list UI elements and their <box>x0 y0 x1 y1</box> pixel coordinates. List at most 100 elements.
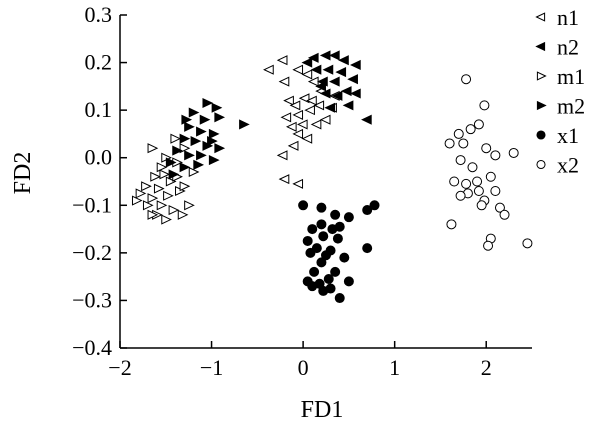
legend-item-n2: n2 <box>535 35 579 60</box>
point-x1 <box>316 202 327 213</box>
point-n1 <box>276 150 288 161</box>
point-x1 <box>302 235 313 246</box>
legend-item-m2: m2 <box>536 94 585 119</box>
y-tick-label: −0.2 <box>72 240 112 265</box>
y-tick-label: 0.0 <box>85 145 113 170</box>
point-x2 <box>473 119 484 130</box>
x-axis-label: FD1 <box>301 397 344 423</box>
point-m1 <box>147 193 159 204</box>
point-m2 <box>165 157 177 168</box>
point-x2 <box>490 186 501 197</box>
y-tick-label: −0.4 <box>72 335 112 360</box>
point-x2 <box>473 186 484 197</box>
point-n1 <box>278 76 290 87</box>
point-m1 <box>156 162 168 173</box>
point-x1 <box>362 243 373 254</box>
point-n1 <box>292 178 304 189</box>
point-m1 <box>188 166 200 178</box>
legend-label-n2: n2 <box>557 35 579 60</box>
point-n2 <box>315 81 326 92</box>
point-n1 <box>287 140 299 151</box>
point-m2 <box>208 128 220 139</box>
point-n2 <box>361 114 372 125</box>
series-n2 <box>301 50 372 125</box>
point-n2 <box>350 59 361 70</box>
point-m1 <box>156 200 168 211</box>
point-x2 <box>499 209 510 220</box>
legend-item-x1: x1 <box>536 123 579 148</box>
point-n1 <box>296 119 308 130</box>
point-m2 <box>193 159 204 170</box>
legend-marker-x2 <box>536 159 546 170</box>
legend-label-x1: x1 <box>557 123 579 148</box>
point-x2 <box>494 202 505 213</box>
point-n1 <box>276 55 288 66</box>
point-x2 <box>444 138 455 149</box>
point-m2 <box>207 136 218 147</box>
point-x2 <box>465 124 476 135</box>
point-m1 <box>159 169 171 180</box>
point-m1 <box>147 209 159 220</box>
x-tick-label: 0 <box>298 355 309 380</box>
point-x2 <box>483 240 494 251</box>
point-x2 <box>522 238 533 249</box>
point-n2 <box>331 90 343 101</box>
point-x1 <box>334 293 345 304</box>
point-m2 <box>208 155 220 166</box>
point-m1 <box>168 205 180 216</box>
legend-marker-x1 <box>536 130 546 140</box>
point-x2 <box>490 150 501 161</box>
legend-label-m2: m2 <box>557 94 585 119</box>
point-x1 <box>339 252 350 263</box>
point-m2 <box>188 107 200 118</box>
point-m1 <box>147 143 159 154</box>
point-n2 <box>340 86 352 97</box>
point-x1 <box>330 209 341 220</box>
point-n2 <box>319 50 331 61</box>
point-n2 <box>319 88 331 99</box>
point-x1 <box>323 274 334 285</box>
point-x2 <box>508 147 519 158</box>
series-m1 <box>131 133 200 225</box>
legend-item-n1: n1 <box>535 5 579 30</box>
point-x2 <box>453 128 464 139</box>
point-n1 <box>263 64 274 75</box>
legend: n1 n2 m1 m2 x1 x2 <box>535 5 585 178</box>
point-x2 <box>446 219 457 230</box>
x-tick-label: 2 <box>481 355 492 380</box>
point-n1 <box>292 109 304 120</box>
point-n2 <box>338 55 349 66</box>
point-x1 <box>307 224 318 235</box>
x-tick-label: 1 <box>389 355 400 380</box>
point-x2 <box>481 143 492 154</box>
point-m1 <box>179 181 191 192</box>
point-m1 <box>142 200 154 211</box>
point-n2 <box>322 64 334 75</box>
point-n2 <box>347 74 358 85</box>
point-n2 <box>301 57 313 68</box>
point-x2 <box>476 200 487 211</box>
series-x2 <box>444 74 533 251</box>
y-tick-label: 0.3 <box>85 2 113 27</box>
point-m1 <box>131 195 143 206</box>
point-x1 <box>334 221 345 232</box>
point-x2 <box>455 190 466 201</box>
point-m2 <box>181 114 193 125</box>
legend-marker-m1 <box>536 71 547 81</box>
series-n1 <box>263 55 340 189</box>
legend-marker-m2 <box>536 100 547 111</box>
point-x1 <box>307 281 318 292</box>
point-m1 <box>184 200 195 211</box>
point-n1 <box>304 105 315 116</box>
point-x1 <box>343 276 354 287</box>
series-m2 <box>165 97 250 180</box>
point-m2 <box>199 114 211 125</box>
point-x2 <box>455 155 466 166</box>
point-x1 <box>362 205 373 216</box>
point-n1 <box>285 121 297 132</box>
point-n1 <box>278 174 290 185</box>
legend-label-x2: x2 <box>557 153 579 178</box>
point-m2 <box>190 136 202 147</box>
point-n2 <box>342 100 354 111</box>
point-m1 <box>135 188 147 199</box>
